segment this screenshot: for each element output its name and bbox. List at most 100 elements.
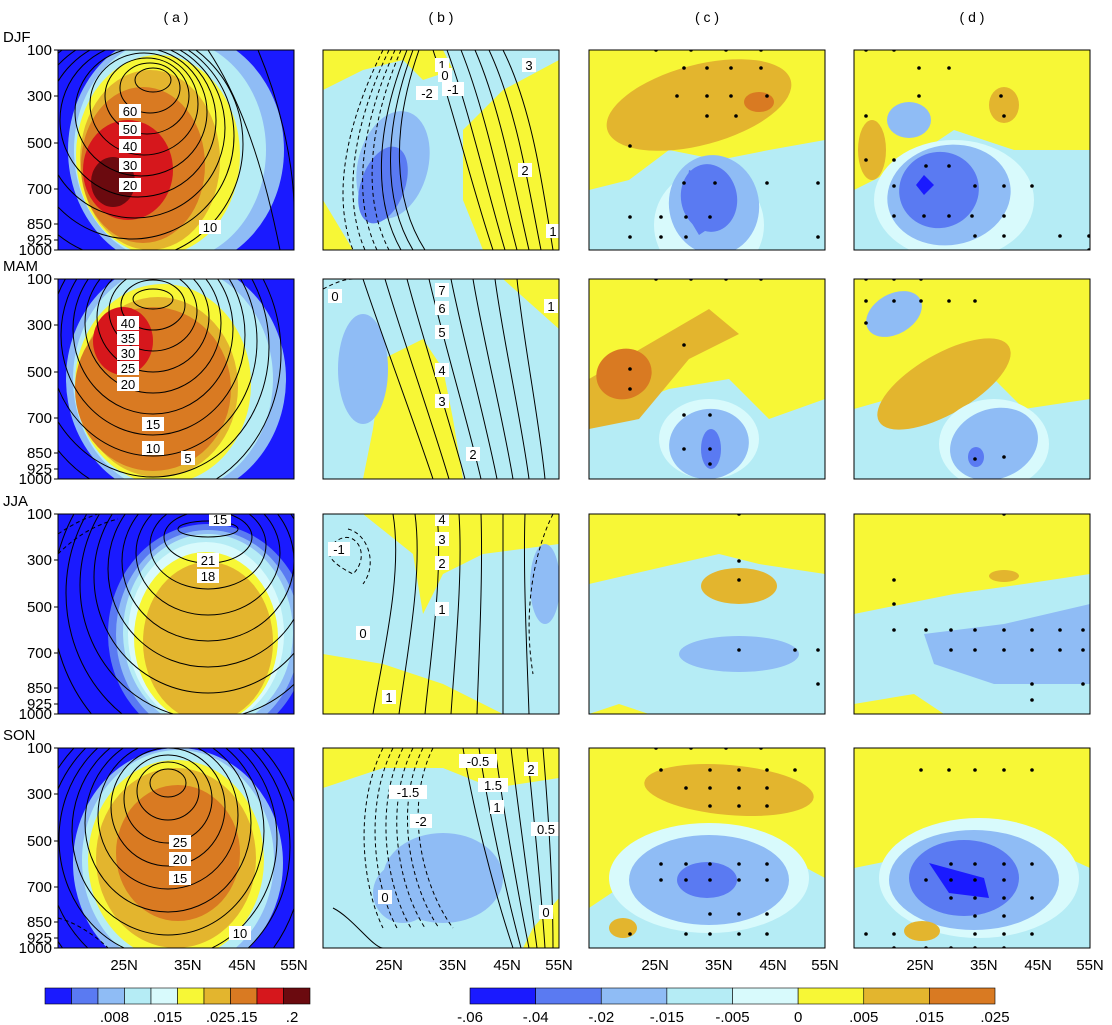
- significance-dot: [947, 164, 951, 168]
- contour-fill-region: [503, 279, 559, 329]
- contour-label-box: [435, 602, 449, 616]
- significance-dot: [1081, 628, 1085, 632]
- axes: DJF1003005007008509251000MAM100300500700…: [3, 29, 1104, 974]
- contour-line: [97, 748, 239, 890]
- panel-frame: [57, 278, 295, 480]
- y-tick-label: 925: [27, 696, 52, 713]
- contour-label-box: [522, 58, 536, 72]
- significance-dot: [892, 184, 896, 188]
- contour-line: [59, 50, 217, 198]
- contour-label: -1: [333, 542, 345, 557]
- contour-label: 1: [438, 602, 445, 617]
- contour-label: 15: [173, 871, 187, 886]
- y-tick-label: 1000: [19, 242, 52, 259]
- column-title: ( a ): [164, 9, 189, 25]
- contour-fill-region: [530, 544, 559, 624]
- contour-line: [474, 50, 530, 250]
- contour-label: 4: [438, 512, 445, 527]
- significance-dot: [1002, 455, 1006, 459]
- significance-dot: [734, 114, 738, 118]
- contour-fill-region: [887, 102, 931, 138]
- significance-dot: [708, 413, 712, 417]
- contour-label: 1: [493, 800, 500, 815]
- contour-line: [417, 748, 454, 929]
- contour-label-box: [199, 220, 221, 234]
- colorbar-swatch: [97, 987, 125, 1005]
- significance-dot: [917, 66, 921, 70]
- x-tick-label: 45N: [759, 957, 787, 974]
- y-tick-label: 925: [27, 930, 52, 947]
- contour-label: 1: [547, 299, 554, 314]
- significance-dot: [708, 786, 712, 790]
- contour-label-box: [518, 163, 532, 177]
- y-tick-label: 850: [27, 445, 52, 462]
- contour-label-box: [539, 905, 553, 919]
- contour-fill-region: [353, 358, 369, 390]
- colorbar-tick-label: .025: [206, 1009, 235, 1025]
- colorbar-swatch: [283, 987, 311, 1005]
- contour-line: [163, 514, 253, 564]
- contour-label-box: [117, 346, 139, 360]
- panel: [588, 49, 826, 251]
- contour-fill-region: [916, 175, 934, 195]
- contour-fill-region: [701, 568, 777, 604]
- x-tick-label: 35N: [174, 957, 202, 974]
- contour-fill-region: [644, 764, 814, 816]
- significance-dot: [705, 114, 709, 118]
- significance-dot: [628, 215, 632, 219]
- x-tick-label: 55N: [545, 957, 573, 974]
- contour-line: [380, 50, 408, 250]
- significance-dot: [1002, 862, 1006, 866]
- significance-dot: [973, 628, 977, 632]
- contour-label: 0: [381, 890, 388, 905]
- contour-fill-region: [968, 447, 984, 467]
- contour-line: [352, 50, 390, 250]
- significance-dot: [708, 462, 712, 466]
- contour-label-box: [142, 417, 164, 431]
- y-tick-label: 300: [27, 88, 52, 105]
- significance-dot: [892, 932, 896, 936]
- significance-dot: [765, 94, 769, 98]
- significance-dot: [949, 862, 953, 866]
- significance-dot: [737, 804, 741, 808]
- significance-dot: [1030, 896, 1034, 900]
- contour-label-box: [435, 514, 449, 526]
- y-tick-label: 300: [27, 786, 52, 803]
- contour-line: [132, 288, 174, 310]
- contour-fill-region: [596, 348, 652, 400]
- contour-line: [149, 514, 267, 590]
- significance-dot: [949, 878, 953, 882]
- y-tick-label: 850: [27, 914, 52, 931]
- colorbar-tick-label: .005: [849, 1009, 878, 1025]
- contour-label: -2: [421, 86, 433, 101]
- panel-frame: [322, 49, 560, 251]
- y-tick-label: 1000: [19, 471, 52, 488]
- colorbar-tick-label: .008: [100, 1009, 129, 1025]
- contour-line: [460, 50, 518, 250]
- significance-dot: [1002, 628, 1006, 632]
- colorbar-a: .008 .015 .025.15 .2: [44, 987, 311, 1025]
- x-tick-label: 25N: [641, 957, 669, 974]
- contour-line: [107, 514, 294, 668]
- contour-label-box: [382, 690, 396, 704]
- significance-dot: [708, 862, 712, 866]
- contour-label: 50: [123, 122, 137, 137]
- colorbar-tick-label: 0: [794, 1009, 802, 1025]
- contour-label-box: [229, 926, 251, 940]
- significance-dot: [737, 559, 741, 563]
- panel-frame: [588, 49, 826, 251]
- panel-frame: [322, 513, 560, 715]
- colorbar-swatch: [256, 987, 284, 1005]
- contour-line: [462, 748, 514, 948]
- contour-label: 10: [233, 926, 247, 941]
- significance-dot: [924, 164, 928, 168]
- contour-label: 15: [146, 417, 160, 432]
- significance-dot: [973, 862, 977, 866]
- contour-line: [58, 917, 109, 948]
- significance-dot: [1002, 878, 1006, 882]
- contour-label-box: [435, 325, 449, 339]
- significance-dot: [973, 768, 977, 772]
- x-tick-label: 45N: [493, 957, 521, 974]
